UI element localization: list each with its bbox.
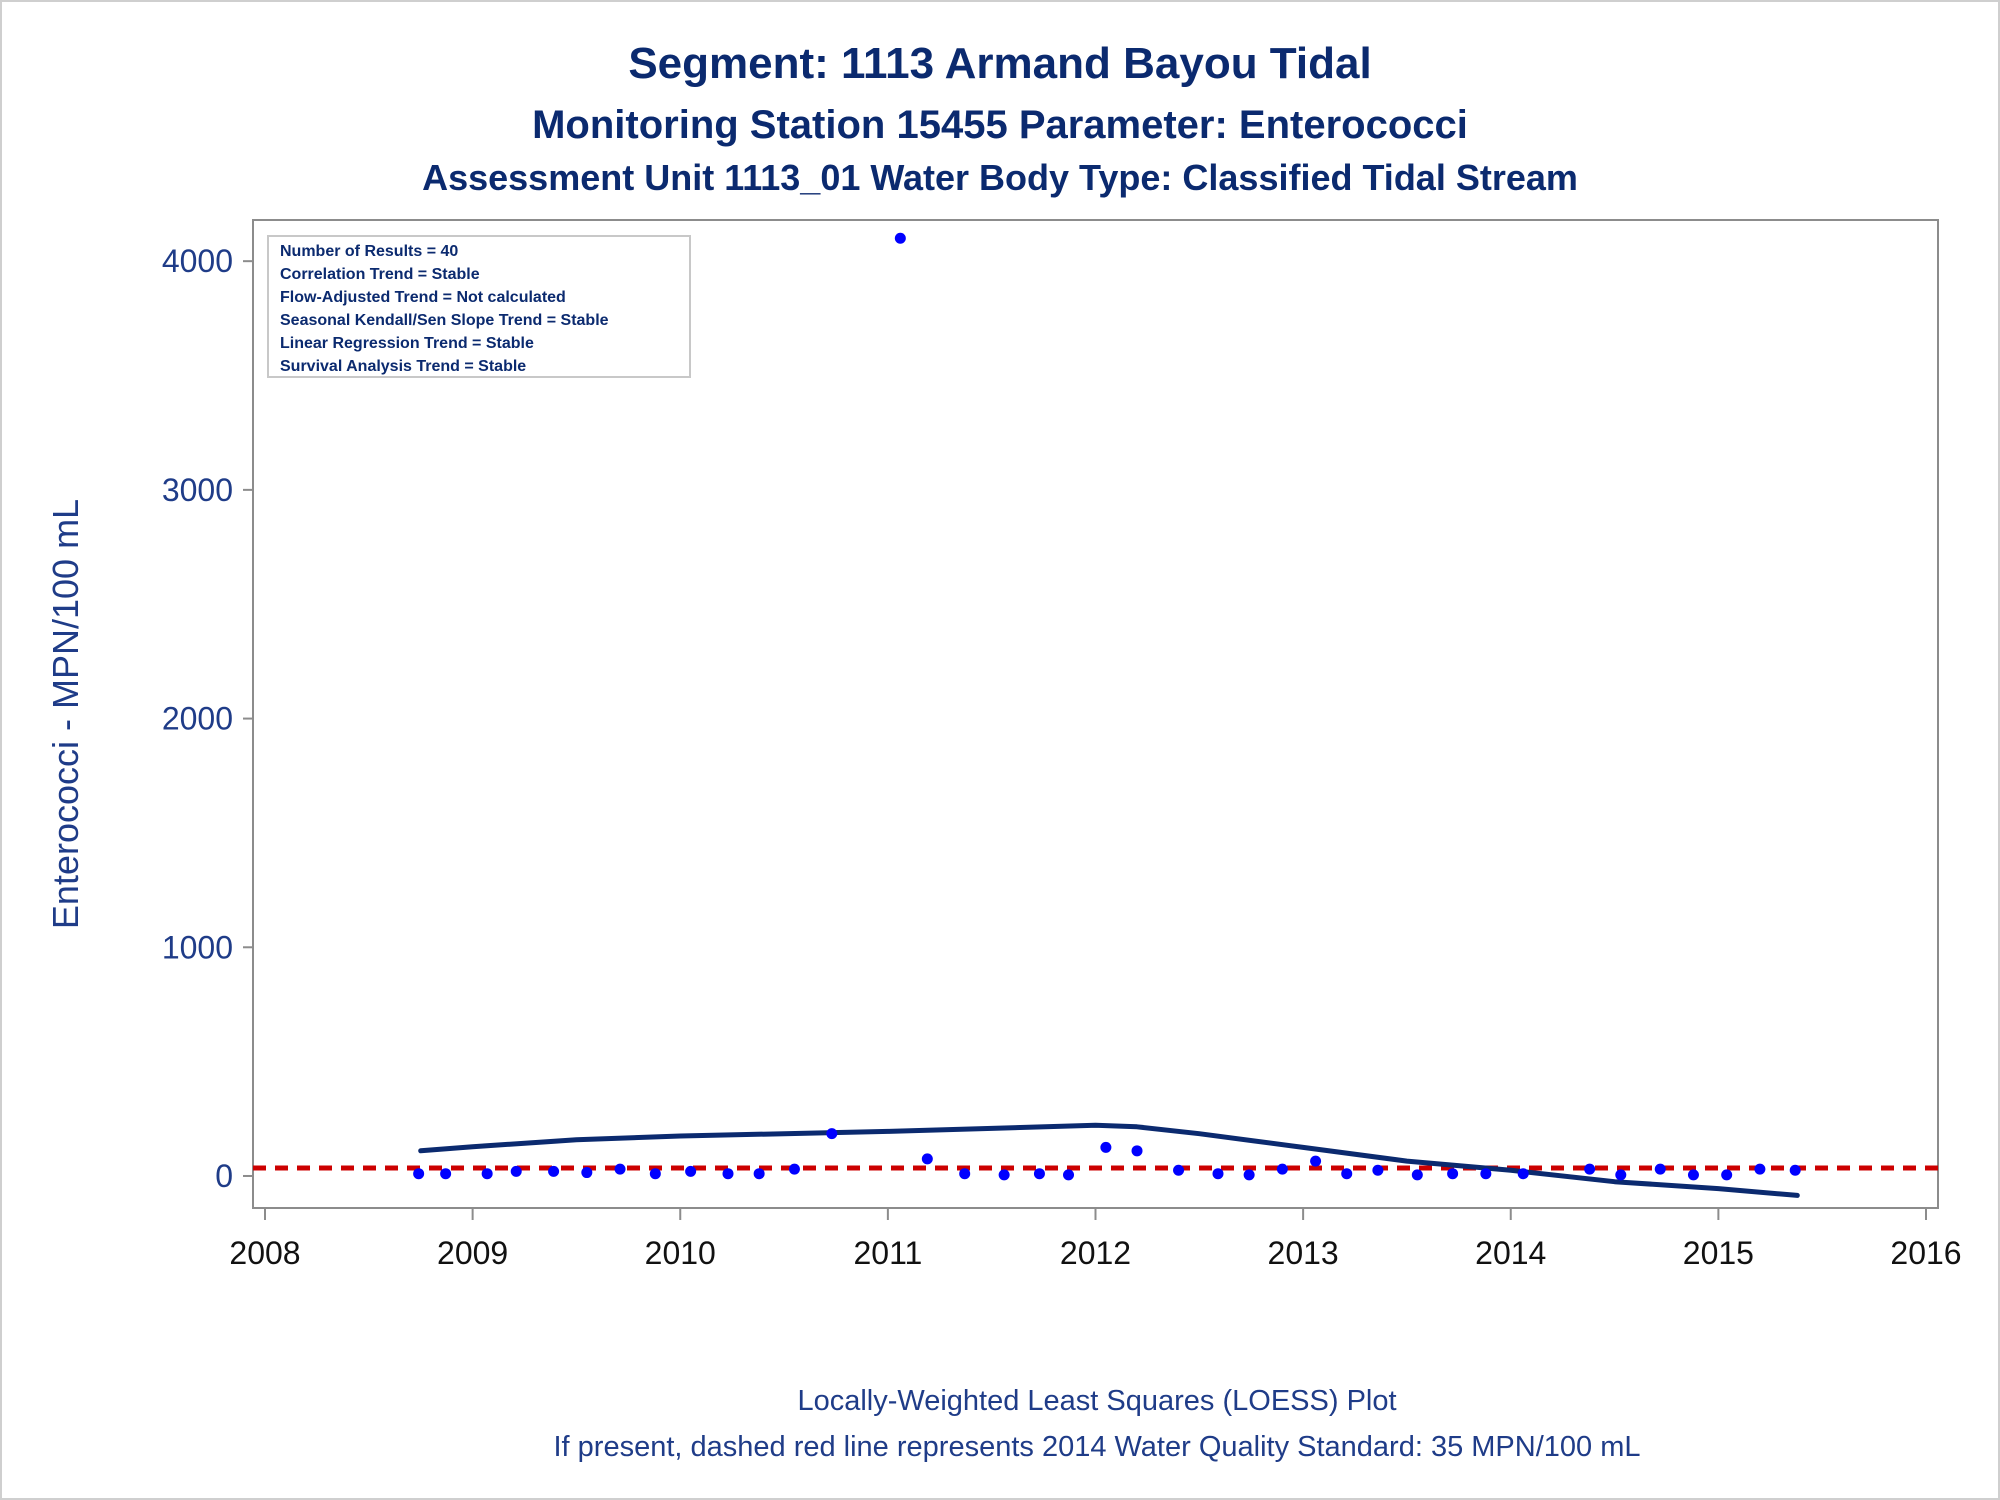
data-point [921,1153,933,1165]
x-tick-label: 2010 [645,1235,716,1271]
data-point [614,1163,626,1175]
stats-box-frame [267,235,691,378]
footer-line-2: If present, dashed red line represents 2… [553,1431,1640,1463]
data-point [1372,1164,1384,1176]
data-point [1789,1164,1801,1176]
chart-subtitle-station: Monitoring Station 15455 Parameter: Ente… [532,103,1468,147]
stats-flow-adjusted-trend: Flow-Adjusted Trend = Not calculated [280,289,566,306]
data-point [959,1168,971,1180]
data-point [685,1165,697,1177]
x-tick-label: 2015 [1683,1235,1754,1271]
stats-survival-analysis-trend: Survival Analysis Trend = Stable [280,358,526,375]
stats-box: Number of Results = 40 Correlation Trend… [267,235,691,378]
data-point [722,1168,734,1180]
data-point [826,1128,838,1140]
data-point [1341,1168,1353,1180]
data-point [481,1168,493,1180]
y-axis-label: Enterococci - MPN/100 mL [45,499,86,929]
data-point [1131,1145,1143,1157]
data-point [510,1165,522,1177]
x-tick-label: 2013 [1268,1235,1339,1271]
loess-curve [418,1122,1800,1198]
x-tick-label: 2009 [437,1235,508,1271]
data-point [1584,1163,1596,1175]
data-point [581,1167,593,1179]
data-point [1654,1163,1666,1175]
data-point [1310,1155,1322,1167]
points-layer [413,232,1801,1181]
stats-seasonal-kendall-trend: Seasonal Kendall/Sen Slope Trend = Stabl… [280,312,609,329]
footer-line-1: Locally-Weighted Least Squares (LOESS) P… [797,1385,1396,1417]
stats-correlation-trend: Correlation Trend = Stable [280,266,480,283]
data-point [1754,1163,1766,1175]
stats-number-of-results: Number of Results = 40 [280,243,458,260]
data-point [1517,1168,1529,1180]
plot-area [252,219,1939,1209]
x-tick-label: 2008 [229,1235,300,1271]
data-point [788,1163,800,1175]
x-tick-label: 2016 [1890,1235,1961,1271]
data-point [1063,1169,1075,1181]
chart-title: Segment: 1113 Armand Bayou Tidal [628,39,1371,88]
x-axis: 2008 2009 2010 2011 2012 2013 2014 2015 2016 [229,1208,1962,1271]
data-point [998,1169,1010,1181]
data-point [1100,1141,1112,1153]
data-point [1212,1168,1224,1180]
y-tick-label: 2000 [162,701,233,737]
x-tick-label: 2011 [853,1235,922,1271]
y-axis: 0 1000 2000 3000 4000 [162,243,253,1194]
data-point [1033,1168,1045,1180]
data-point [413,1168,425,1180]
data-point [1687,1169,1699,1181]
data-point [1615,1169,1627,1181]
data-point [753,1168,765,1180]
data-point [548,1165,560,1177]
y-tick-label: 0 [215,1158,233,1194]
data-point [1276,1163,1288,1175]
data-point [1480,1168,1492,1180]
data-point [894,232,906,244]
data-point [649,1168,661,1180]
data-point [1243,1169,1255,1181]
x-tick-label: 2012 [1060,1235,1131,1271]
chart-subtitle-assessment: Assessment Unit 1113_01 Water Body Type:… [422,157,1578,198]
y-tick-label: 1000 [162,929,233,965]
y-tick-label: 4000 [162,243,233,279]
data-point [1173,1164,1185,1176]
stats-linear-regression-trend: Linear Regression Trend = Stable [280,335,534,352]
data-point [440,1168,452,1180]
loess-layer [418,1122,1800,1198]
data-point [1411,1169,1423,1181]
data-point [1447,1168,1459,1180]
x-tick-label: 2014 [1475,1235,1546,1271]
y-tick-label: 3000 [162,472,233,508]
data-point [1721,1169,1733,1181]
